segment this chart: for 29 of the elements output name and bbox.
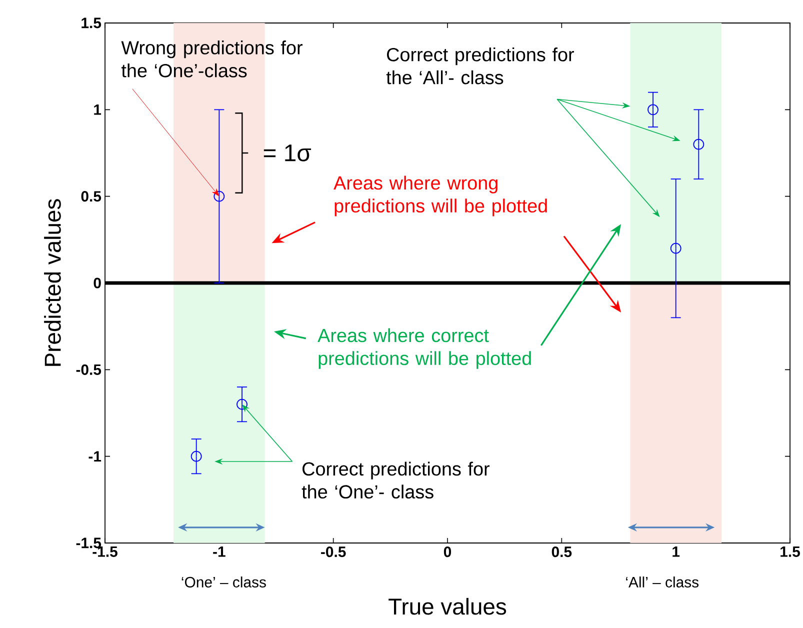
x-tick-label: 1 (672, 546, 680, 557)
point (648, 104, 658, 116)
annotation: = 1σ (264, 144, 312, 162)
text: ‘One’ – class (182, 576, 266, 588)
x-tick-label: 0 (444, 546, 452, 558)
annotation: Areas where wrong predictions will be plotted (334, 176, 547, 216)
text: ‘All’ – class (626, 576, 699, 588)
point (670, 242, 682, 254)
x-tick-label: -1 (213, 546, 226, 557)
x-tick-label: 1.5 (780, 546, 800, 557)
y-tick-label: -0.5 (76, 364, 102, 375)
y-tick-label: -1.5 (76, 538, 102, 548)
annotation: Correct predictions for the ‘All’- class (386, 47, 574, 84)
y-tick-label: -1 (88, 451, 102, 462)
annotation: Correct predictions for the ‘One’- class (302, 462, 490, 499)
x-axis-title: True values (388, 598, 506, 615)
point (693, 138, 704, 150)
y-tick-label: 0 (94, 278, 101, 288)
x-tick-label: 0.5 (552, 546, 572, 558)
x-tick-label: -0.5 (321, 546, 346, 558)
point (214, 190, 225, 202)
annotation: Areas where correct predictions will be plotted (318, 328, 531, 369)
y-tick-label: 1.5 (82, 18, 102, 28)
y-tick-label: 0.5 (81, 191, 102, 202)
y-axis-title: Predicted values (44, 199, 61, 366)
y-tick-label: 1 (94, 104, 102, 115)
point (236, 398, 248, 410)
point (190, 450, 202, 462)
annotation: Wrong predictions for the ‘One’-class (121, 40, 302, 78)
